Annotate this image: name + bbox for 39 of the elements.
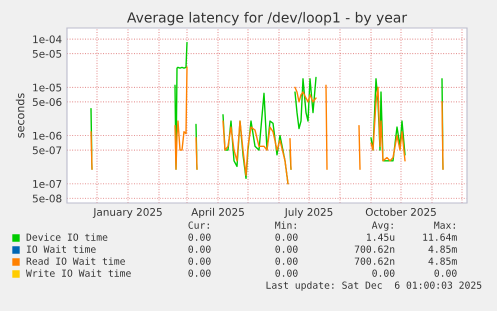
text: 700.62n (354, 257, 394, 265)
text: 0.00 (275, 233, 298, 241)
y-tick-label: 5e-05 (32, 50, 62, 58)
y-axis-title: seconds (16, 93, 24, 138)
text: 0.00 (188, 257, 211, 265)
y-tick-label: 1e-06 (33, 132, 62, 140)
text: 0.00 (275, 245, 298, 253)
text: 0.00 (434, 269, 457, 277)
y-tick-label: 1e-05 (33, 84, 62, 92)
text: 700.62n (354, 245, 394, 253)
text: 0.00 (188, 245, 211, 253)
legend-label: IO Wait time (26, 245, 96, 253)
x-tick-label: October 2025 (366, 208, 436, 216)
text: 0.00 (188, 269, 211, 277)
text: Min: (275, 221, 296, 229)
chart-title: Average latency for /dev/loop1 - by year (127, 12, 408, 26)
y-tick-label: 5e-07 (32, 146, 62, 154)
text: Cur: (188, 221, 209, 229)
text: 4.85m (428, 257, 457, 265)
legend-label: Read IO Wait time (26, 257, 125, 265)
x-tick-label: January 2025 (92, 208, 162, 218)
y-tick-label: 1e-04 (33, 35, 62, 44)
text: 4.85m (428, 245, 457, 253)
text: Avg: (372, 222, 393, 231)
y-tick-label: 5e-06 (32, 98, 62, 106)
x-tick-label: April 2025 (191, 208, 244, 218)
text: 1.45u (367, 234, 394, 241)
text: 0.00 (275, 269, 298, 277)
text: 11.64m (423, 233, 457, 241)
y-tick-label: 1e-07 (33, 180, 62, 188)
legend-label: Write IO Wait time (26, 269, 131, 277)
text: 0.00 (275, 257, 298, 265)
text: 0.00 (372, 269, 394, 277)
text: Max: (434, 222, 455, 229)
legend-label: Device IO time (26, 233, 108, 241)
y-tick-label: 5e-08 (32, 194, 62, 202)
text: 0.00 (188, 233, 211, 241)
x-tick-label: July 2025 (284, 208, 332, 218)
text: Last update: Sat Dec 6 01:00:03 2025 (266, 281, 482, 291)
